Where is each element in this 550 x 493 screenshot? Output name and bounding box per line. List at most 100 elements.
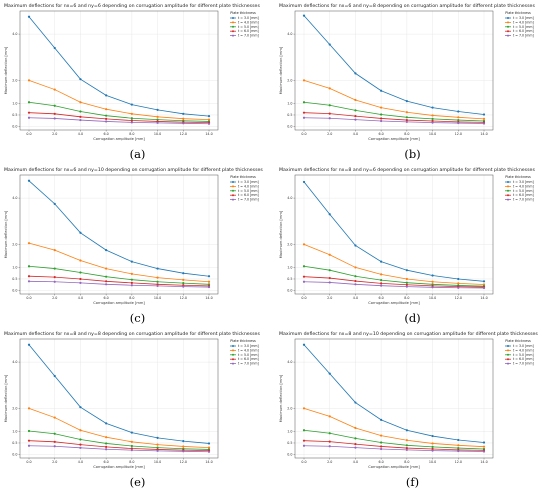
data-point [156, 115, 159, 118]
data-point [53, 374, 56, 378]
data-point [302, 407, 306, 410]
series-line-1 [28, 180, 210, 277]
data-point [354, 266, 357, 269]
data-point [482, 117, 486, 121]
series-line-3 [28, 430, 210, 450]
data-point [482, 450, 486, 453]
series-line-2 [28, 79, 210, 120]
data-point [482, 286, 486, 290]
data-point [328, 253, 331, 256]
data-point [27, 439, 31, 442]
y-tick-label: 2.0 [12, 78, 17, 82]
data-point [354, 279, 357, 283]
data-point [328, 415, 331, 418]
legend-swatch-marker [232, 34, 234, 37]
legend-label: t = 7.0 [mm] [238, 34, 259, 38]
data-point [182, 278, 185, 282]
data-point [207, 275, 211, 278]
data-point [431, 121, 434, 124]
data-point [457, 282, 460, 285]
data-point [405, 111, 408, 114]
data-point [354, 443, 357, 446]
data-point [302, 101, 306, 104]
data-point [405, 118, 408, 122]
data-point [130, 103, 133, 106]
data-point [328, 432, 331, 435]
data-point [130, 444, 133, 448]
data-point [79, 281, 82, 285]
data-point [27, 242, 31, 245]
data-point [405, 281, 408, 284]
data-point [156, 446, 159, 449]
data-point [182, 122, 185, 125]
legend-label: t = 5.0 [mm] [238, 353, 259, 357]
legend-swatch-marker [507, 345, 509, 347]
panel-label-e: (e) [129, 475, 146, 489]
x-axis-label: Corrugation amplitude [mm] [93, 137, 145, 141]
series-line-1 [28, 16, 210, 117]
data-point [182, 445, 185, 448]
x-tick-label: 4.0 [353, 296, 358, 300]
legend-swatch-marker [232, 30, 234, 33]
data-point [27, 407, 31, 410]
chart-panel-a: Maximum deflections for nx=6 and ny=6 de… [0, 0, 275, 164]
x-tick-label: 10.0 [429, 296, 436, 300]
data-point [431, 106, 434, 109]
series-line-4 [28, 275, 210, 287]
data-point [182, 112, 185, 115]
x-tick-label: 12.0 [455, 460, 462, 464]
data-point [27, 275, 31, 278]
data-point [328, 372, 331, 375]
legend-label: t = 6.0 [mm] [513, 193, 534, 197]
series-line-2 [28, 407, 210, 448]
x-tick-label: 8.0 [129, 132, 134, 136]
chart-svg: Maximum deflections for nx=6 and ny=6 de… [4, 3, 260, 141]
data-point [380, 117, 383, 120]
data-point [302, 343, 306, 346]
y-axis-label: Maximum deflection [mm] [4, 210, 8, 258]
data-point [105, 94, 108, 97]
data-point [79, 118, 82, 122]
chart-title: Maximum deflections for nx=8 and ny=10 d… [279, 331, 538, 337]
data-point [380, 113, 383, 116]
data-point [105, 108, 108, 111]
legend-label: t = 3.0 [mm] [238, 16, 259, 20]
chart-title: Maximum deflections for nx=8 and ny=6 de… [279, 167, 535, 173]
legend-label: t = 5.0 [mm] [513, 25, 534, 29]
data-point [380, 279, 383, 282]
chart-panel-e: Maximum deflections for nx=8 and ny=8 de… [0, 328, 275, 492]
data-point [457, 277, 460, 281]
x-axis-label: Corrugation amplitude [mm] [368, 465, 420, 469]
data-point [354, 401, 357, 404]
data-point [207, 446, 211, 449]
data-point [105, 117, 108, 121]
data-point [207, 285, 211, 289]
data-point [302, 429, 306, 432]
series-line-1 [303, 344, 485, 443]
y-tick-label: 1.0 [287, 266, 292, 270]
data-point [182, 440, 185, 443]
series-line-5 [28, 117, 210, 125]
data-point [328, 281, 331, 284]
chart-title: Maximum deflections for nx=6 and ny=10 d… [4, 167, 263, 173]
data-point [27, 179, 31, 182]
legend-swatch-marker [232, 353, 234, 356]
plot-frame [294, 338, 494, 459]
data-point [405, 446, 408, 450]
legend-label: t = 3.0 [mm] [513, 344, 534, 348]
data-point [130, 449, 133, 452]
series-line-5 [303, 117, 485, 124]
plot-frame [19, 10, 219, 131]
data-point [302, 14, 306, 17]
data-point [53, 440, 56, 443]
data-point [405, 448, 408, 452]
data-point [130, 260, 133, 263]
data-point [431, 274, 434, 277]
data-point [156, 108, 159, 111]
x-tick-label: 6.0 [379, 460, 384, 464]
data-point [457, 438, 460, 442]
series-line-3 [303, 101, 485, 122]
chart-svg: Maximum deflections for nx=6 and ny=10 d… [4, 167, 263, 305]
legend-swatch-marker [507, 25, 509, 28]
